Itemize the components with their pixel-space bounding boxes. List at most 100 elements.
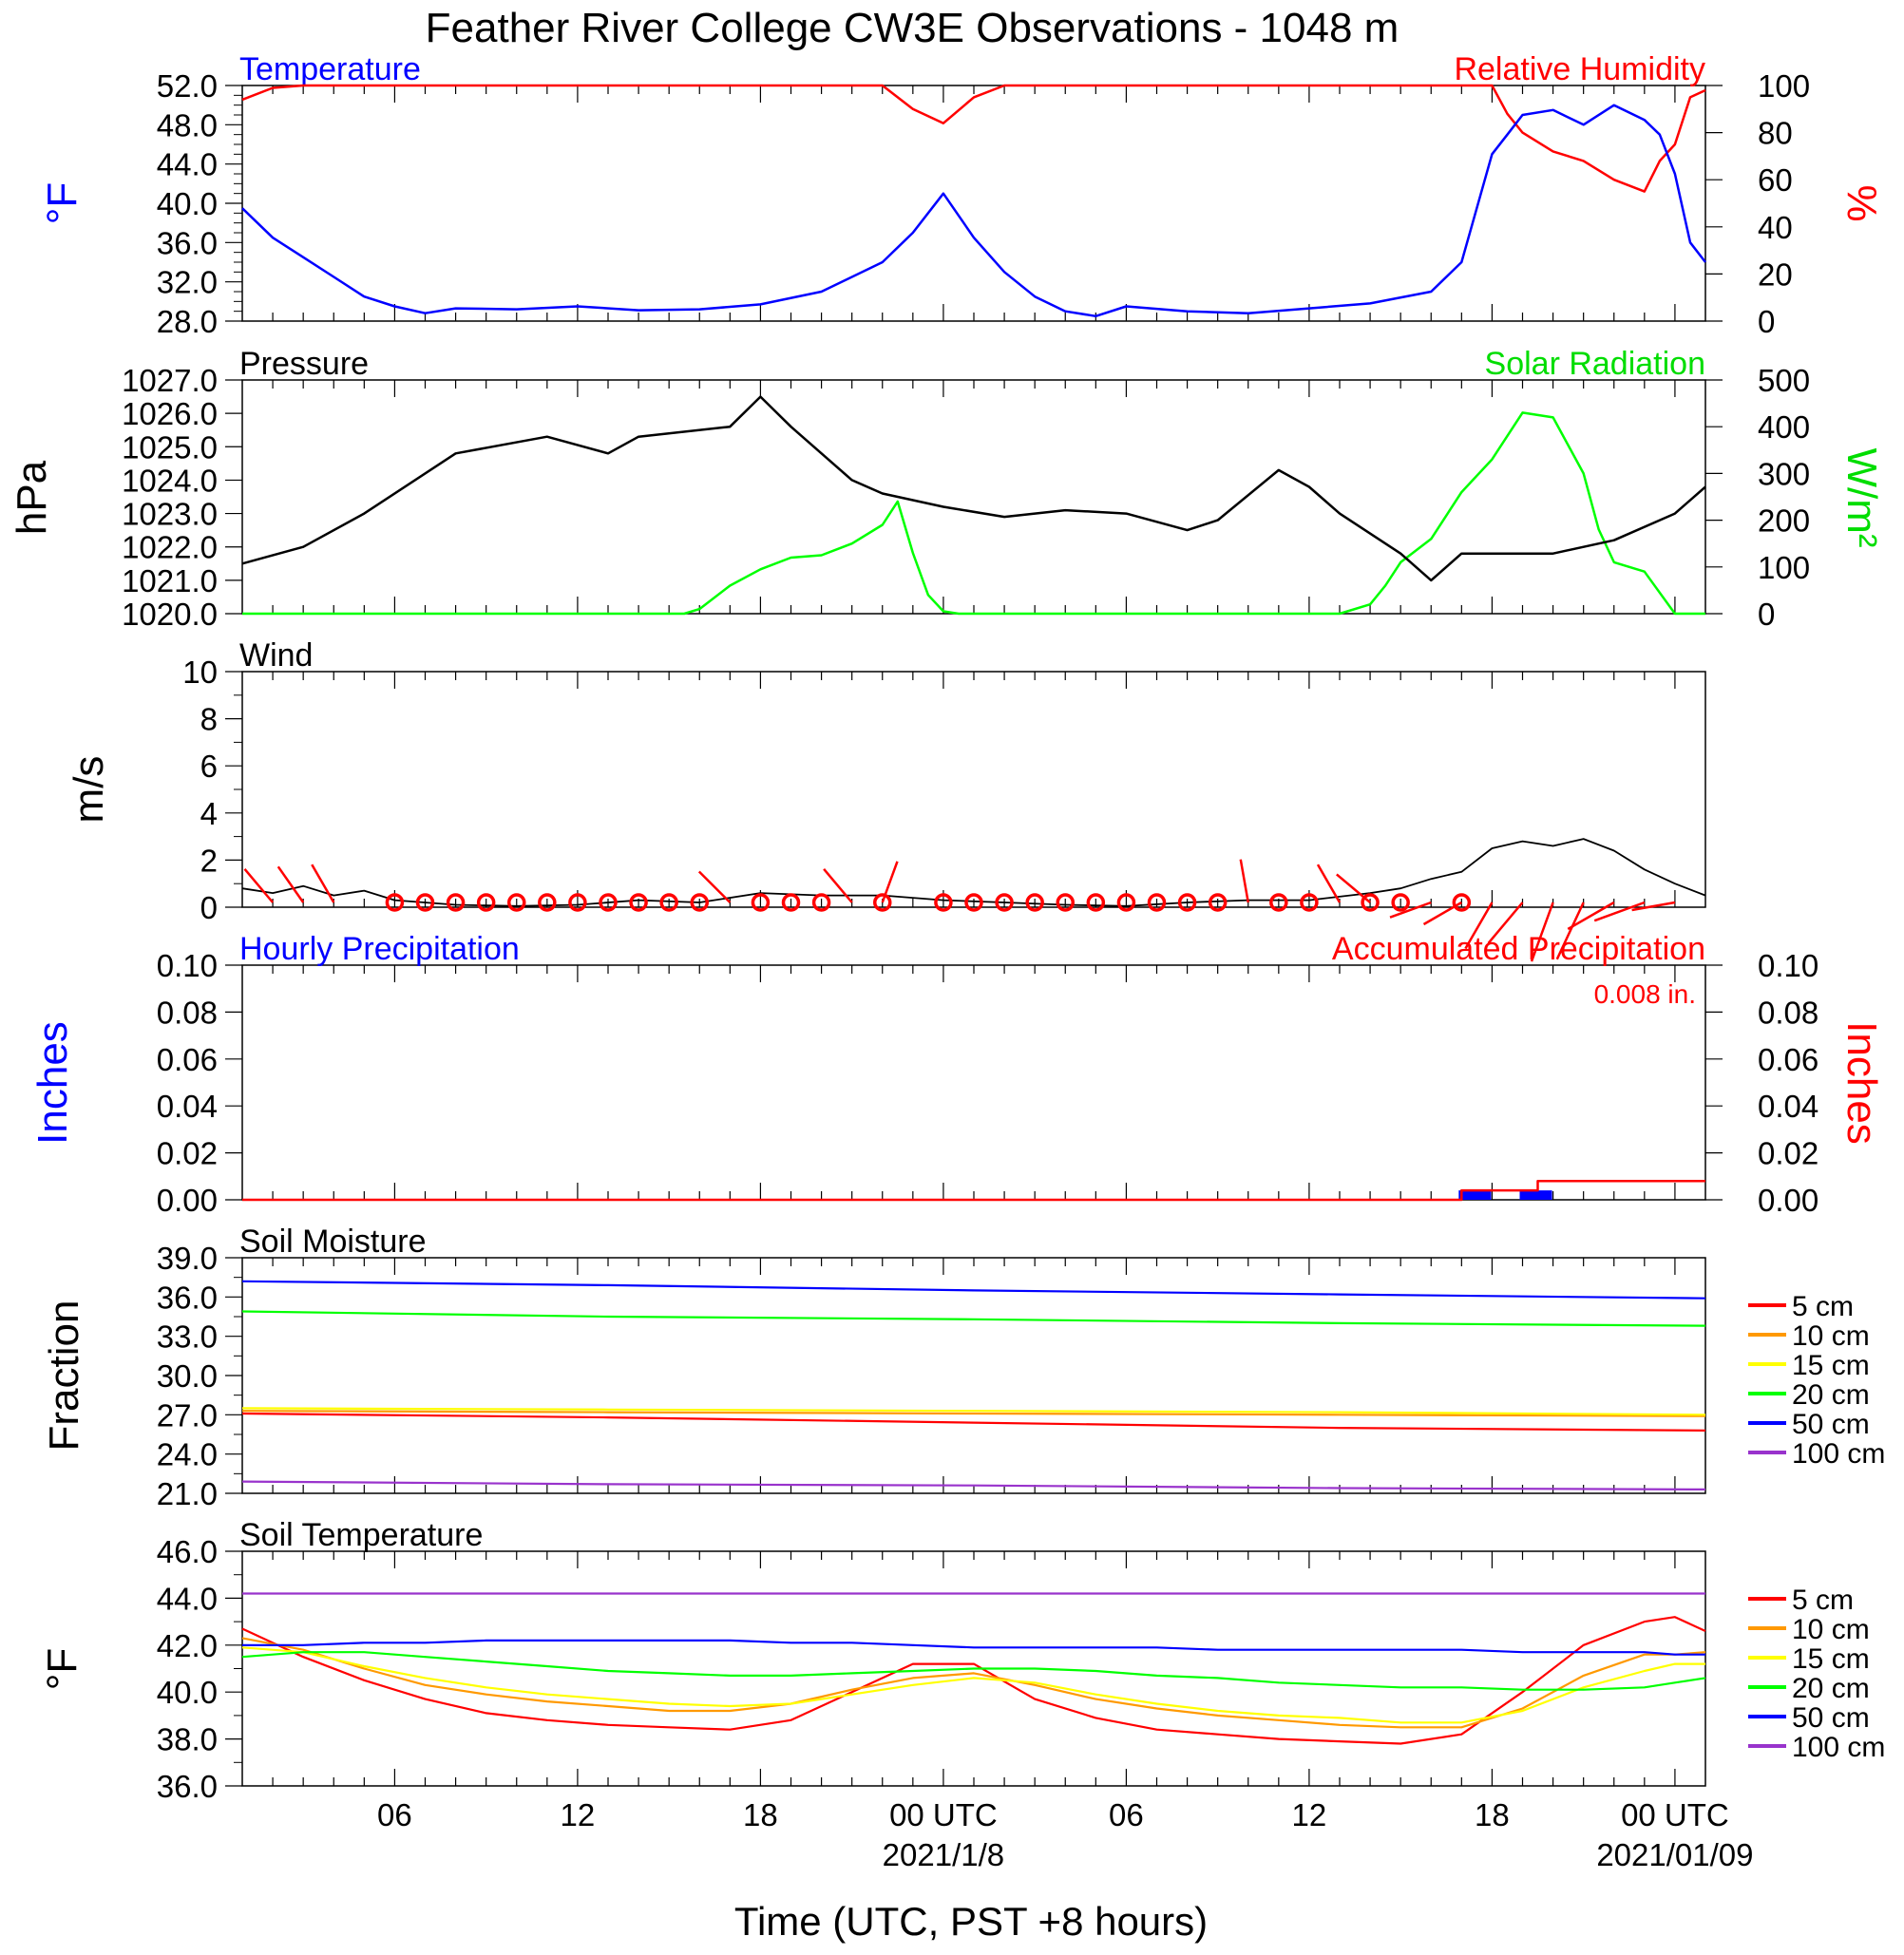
series-line-soil-moisture-15cm — [241, 1407, 1706, 1416]
wind-barb-calm — [934, 893, 953, 912]
wind-barb-staff — [1464, 902, 1494, 950]
y-tick-label: 0.00 — [157, 1183, 218, 1218]
y-tick-label: 32.0 — [157, 265, 218, 300]
wind-barb-calm — [1025, 893, 1044, 912]
y-tick-label: 80 — [1758, 116, 1793, 151]
wind-barb-calm — [1361, 893, 1380, 912]
figure-title: Feather River College CW3E Observations … — [426, 5, 1399, 51]
wind-barb-staff — [1530, 902, 1554, 962]
x-tick-label: 00 UTC — [1621, 1797, 1729, 1832]
wind-barb-staff — [1567, 901, 1615, 931]
wind-barb-calm — [446, 893, 466, 912]
wind-barb-calm — [629, 893, 648, 912]
legend-label: 20 cm — [1792, 1673, 1870, 1704]
series-line-pressure — [241, 395, 1706, 582]
x-tick-label: 18 — [1475, 1797, 1510, 1832]
series-line-soil-temperature-15cm — [241, 1646, 1705, 1724]
panel-title-accumulated: Accumulated Precipitation — [1332, 931, 1705, 967]
wind-barb-staff — [311, 864, 335, 903]
y-tick-label: 1024.0 — [122, 463, 218, 498]
series-line-temperature — [241, 104, 1706, 318]
x-tick-label: 12 — [1292, 1797, 1327, 1832]
series-line-soil-moisture-20cm — [241, 1310, 1706, 1327]
wind-barb-calm — [1056, 893, 1075, 912]
wind-barb-calm — [1086, 893, 1106, 912]
wind-barb-calm — [995, 893, 1014, 912]
wind-barb-staff — [1593, 901, 1646, 922]
y-tick-label: 0.08 — [157, 995, 218, 1030]
y-tick-label: 40.0 — [157, 186, 218, 221]
y-tick-label: 39.0 — [157, 1241, 218, 1276]
y-tick-label: 33.0 — [157, 1319, 218, 1355]
y-tick-label: 100 — [1758, 68, 1810, 104]
y-tick-label: 0.06 — [157, 1042, 218, 1077]
accumulated-total: 0.008 in. — [1594, 979, 1696, 1009]
y-axis-label-left: m/s — [66, 756, 112, 824]
y-tick-label: 500 — [1758, 363, 1810, 398]
y-tick-label: 46.0 — [157, 1534, 218, 1569]
y-tick-label: 52.0 — [157, 68, 218, 104]
wind-barb-calm — [1452, 893, 1472, 912]
panel-title-wind: Wind — [239, 637, 313, 674]
wind-barb-staff — [1631, 901, 1676, 912]
legend-label: 100 cm — [1792, 1438, 1885, 1470]
x-tick-label: 00 UTC — [889, 1797, 998, 1832]
panel-title-solar: Solar Radiation — [1485, 346, 1705, 382]
wind-barb-calm — [781, 893, 801, 912]
legend-label: 15 cm — [1792, 1643, 1870, 1675]
wind-barb-calm — [385, 893, 405, 912]
y-tick-label: 6 — [200, 749, 218, 784]
plot-frame — [241, 379, 1706, 615]
y-tick-label: 44.0 — [157, 1581, 218, 1616]
y-tick-label: 0.10 — [157, 948, 218, 983]
y-tick-label: 0.04 — [1758, 1089, 1818, 1124]
y-tick-label: 400 — [1758, 409, 1810, 445]
y-axis-label-right: Inches — [1838, 1021, 1885, 1145]
wind-barb-calm — [415, 893, 435, 912]
y-tick-label: 0.04 — [157, 1089, 218, 1124]
panel-title-temperature: Temperature — [239, 51, 421, 87]
series-line-soil-moisture-5cm — [241, 1412, 1706, 1432]
panel-title-soil-moisture: Soil Moisture — [239, 1224, 427, 1260]
wind-barb-calm — [1208, 893, 1228, 912]
wind-barb-staff — [697, 870, 732, 903]
legend-label: 5 cm — [1792, 1585, 1854, 1616]
y-tick-label: 1026.0 — [122, 396, 218, 431]
legend-label: 15 cm — [1792, 1350, 1870, 1381]
y-tick-label: 38.0 — [157, 1722, 218, 1757]
series-line-wind-speed — [241, 838, 1706, 907]
y-tick-label: 1027.0 — [122, 363, 218, 398]
wind-barb-calm — [964, 893, 983, 912]
series-line-soil-moisture-10cm — [241, 1410, 1706, 1417]
y-tick-label: 1025.0 — [122, 429, 218, 465]
y-tick-label: 0.06 — [1758, 1042, 1818, 1077]
y-tick-label: 8 — [200, 702, 218, 737]
wind-barb-staff — [1389, 901, 1432, 919]
panel-title-soil-temperature: Soil Temperature — [239, 1517, 483, 1553]
x-date-label: 2021/1/8 — [883, 1837, 1004, 1872]
plot-frame — [241, 671, 1706, 908]
y-tick-label: 36.0 — [157, 225, 218, 260]
legend-label: 50 cm — [1792, 1702, 1870, 1734]
wind-barb-staff — [276, 865, 305, 903]
y-tick-label: 60 — [1758, 162, 1793, 198]
wind-barb-calm — [873, 893, 892, 912]
wind-barb-calm — [507, 893, 526, 912]
legend-label: 20 cm — [1792, 1379, 1870, 1411]
wind-barb-calm — [599, 893, 618, 912]
y-axis-label-left: Inches — [29, 1021, 76, 1145]
hourly-precip-bar — [1458, 1190, 1492, 1200]
y-tick-label: 0 — [200, 890, 218, 925]
panel-precipitation: 0.00 0.02 0.04 0.06 0.08 0.10 0.00 0.02 0.04 0.06… — [29, 931, 1885, 1218]
y-tick-label: 2 — [200, 843, 218, 878]
y-axis-label-left: Fraction — [41, 1300, 87, 1452]
legend-label: 100 cm — [1792, 1732, 1885, 1763]
wind-barb-calm — [811, 893, 831, 912]
plot-frame — [241, 1257, 1706, 1494]
y-tick-label: 20 — [1758, 256, 1793, 292]
y-tick-label: 48.0 — [157, 107, 218, 142]
y-tick-label: 1020.0 — [122, 597, 218, 632]
panel-wind: 0 2 4 6 8 10 Wind m/s — [66, 637, 1706, 962]
wind-barb-calm — [1116, 893, 1136, 912]
y-tick-label: 100 — [1758, 550, 1810, 585]
